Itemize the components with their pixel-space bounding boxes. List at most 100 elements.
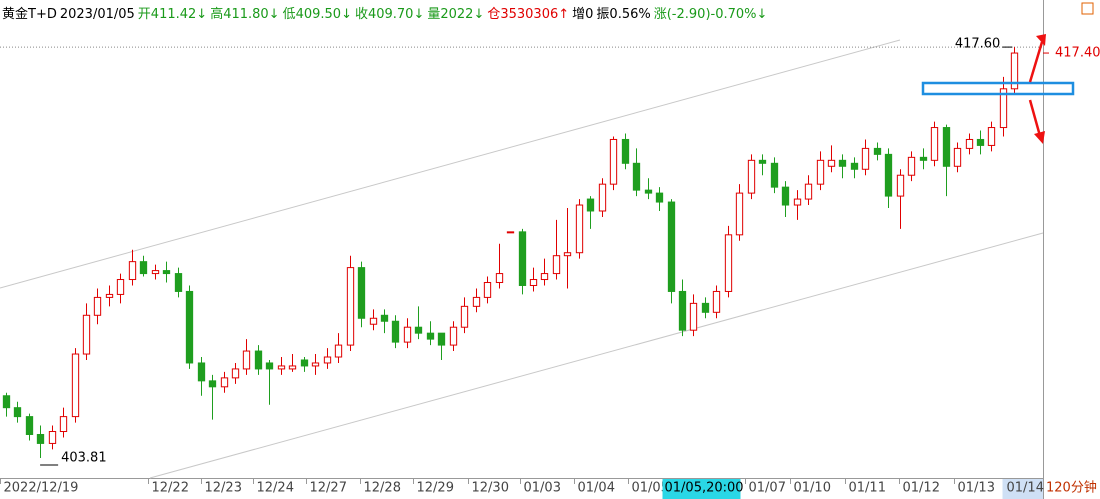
candle-body xyxy=(724,234,733,292)
candle-body xyxy=(644,189,653,194)
low-label: 403.81 xyxy=(61,451,107,466)
cursor-label: 01/05,20:00 xyxy=(665,481,744,496)
candle-body xyxy=(277,365,286,370)
candle-body xyxy=(495,273,504,284)
candle-body xyxy=(59,416,68,433)
candle-body xyxy=(838,159,847,167)
header-item: 黄金T+D xyxy=(2,7,57,22)
candle-body xyxy=(953,147,962,167)
candle-body xyxy=(529,279,538,286)
x-tick-label: 2022/12/19 xyxy=(4,481,79,496)
candle-body xyxy=(712,290,721,313)
candle-body xyxy=(288,365,297,370)
candle-body xyxy=(36,433,45,444)
candle-body xyxy=(873,147,882,155)
header-item: 开411.42↓ xyxy=(137,7,208,22)
candle-body xyxy=(265,362,274,370)
candle-body xyxy=(518,231,527,286)
candle-body xyxy=(369,317,378,325)
x-tick-label: 12/27 xyxy=(310,481,347,496)
x-tick-label: 01/05 xyxy=(632,481,669,496)
candle-body xyxy=(667,201,676,292)
candle-body xyxy=(735,192,744,236)
candle-body xyxy=(414,326,423,334)
candle-body xyxy=(758,159,767,164)
candle-body xyxy=(116,279,125,295)
candle-body xyxy=(586,198,595,212)
candle-body xyxy=(403,326,412,343)
candle-body xyxy=(506,231,515,234)
candle-body xyxy=(391,320,400,343)
candle-body xyxy=(300,359,309,367)
header-item: 增0 xyxy=(572,7,594,22)
candle-body xyxy=(380,314,389,322)
x-tick-label: 12/28 xyxy=(364,481,401,496)
x-tick-label: 01/07 xyxy=(749,481,786,496)
arrow-up xyxy=(1028,41,1044,83)
candle-body xyxy=(575,204,584,254)
candle-body xyxy=(151,270,160,275)
channel-lower xyxy=(149,232,1044,479)
candle-body xyxy=(357,267,366,319)
candle-body xyxy=(128,261,137,281)
candle-body xyxy=(632,162,641,191)
candle-body xyxy=(483,282,492,298)
candle-body xyxy=(82,314,91,355)
candle-body xyxy=(13,407,22,418)
candle-body xyxy=(48,431,57,444)
candle-body xyxy=(552,255,561,275)
candle-body xyxy=(105,293,114,298)
header-item: 2023/01/05 xyxy=(59,7,135,22)
header-item: 仓3530306↑ xyxy=(487,7,570,22)
x-tick-label: 01/13 xyxy=(958,481,995,496)
candle-body xyxy=(919,156,928,161)
candle-body xyxy=(930,127,939,161)
candle-body xyxy=(25,416,34,435)
candle-body xyxy=(208,380,217,388)
candle-body xyxy=(426,332,435,340)
candle-body xyxy=(598,183,607,212)
candle-body xyxy=(460,305,469,328)
header-item: 低409.50↓ xyxy=(282,7,352,22)
candle-body xyxy=(804,183,813,200)
x-tick-label: 01/03 xyxy=(524,481,561,496)
x-tick-label: 12/22 xyxy=(152,481,189,496)
candle-body xyxy=(231,368,240,379)
candle-body xyxy=(71,353,80,418)
candle-body xyxy=(655,192,664,203)
candle-body xyxy=(174,273,183,292)
channel-upper xyxy=(0,39,901,289)
header: 黄金T+D 2023/01/05 开411.42↓ 高411.80↓ 低409.50↓ 收… xyxy=(2,3,770,22)
candle-body xyxy=(254,350,263,370)
candle-body xyxy=(884,153,893,197)
candle-body xyxy=(827,159,836,167)
candle-body xyxy=(334,344,343,358)
candle-body xyxy=(781,186,790,206)
candle-body xyxy=(770,162,779,188)
candle-body xyxy=(185,290,194,364)
x-tick-label: 12/30 xyxy=(472,481,509,496)
candle-body xyxy=(93,296,102,316)
candle-body xyxy=(678,290,687,331)
x-tick-label: 01/12 xyxy=(903,481,940,496)
candle-body xyxy=(197,362,206,382)
arrow-up-head xyxy=(1036,34,1046,46)
candle-body xyxy=(609,138,618,185)
candle-body xyxy=(449,326,458,346)
candle-body xyxy=(621,138,630,164)
arrow-down xyxy=(1028,99,1042,137)
header-item: 涨(-2.90)-0.70%↓ xyxy=(653,7,768,22)
candle-body xyxy=(220,377,229,388)
header-item: 收409.70↓ xyxy=(354,7,425,22)
candle-body xyxy=(689,302,698,331)
candle-body xyxy=(1010,52,1019,90)
icon[interactable] xyxy=(1081,2,1094,15)
candle-body xyxy=(2,395,11,409)
x-tick-label: 01/14 xyxy=(1007,481,1044,496)
candle-body xyxy=(437,332,446,346)
candle-body xyxy=(976,138,985,146)
x-tick-label: 12/23 xyxy=(205,481,242,496)
candle-body xyxy=(907,156,916,176)
x-tick-label: 01/11 xyxy=(849,481,886,496)
